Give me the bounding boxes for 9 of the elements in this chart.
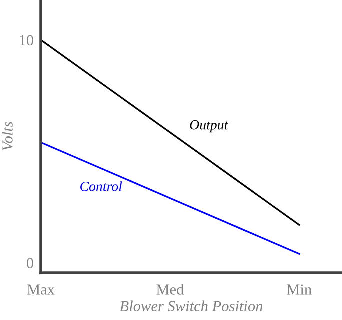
x-tick-label: Max: [27, 284, 55, 295]
y-tick-label: 10: [20, 35, 34, 46]
y-axis-title: Volts: [2, 122, 13, 151]
x-tick-label: Med: [156, 284, 184, 295]
series-label: Output: [190, 120, 228, 133]
x-tick-label: Min: [287, 284, 312, 295]
series-label: Control: [80, 182, 122, 192]
x-axis-title: Blower Switch Position: [120, 300, 263, 312]
y-tick-label: 0: [27, 258, 34, 268]
